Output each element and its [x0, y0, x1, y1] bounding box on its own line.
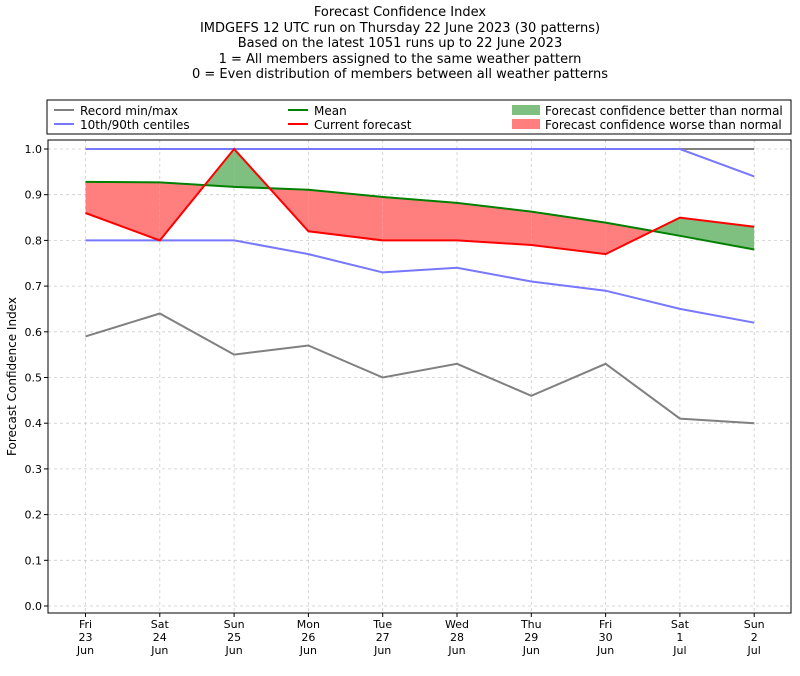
legend-swatch	[512, 119, 540, 129]
legend-label: Forecast confidence better than normal	[545, 104, 783, 118]
record-min-line	[85, 312, 755, 425]
chart-title: Forecast Confidence Index IMDGEFS 12 UTC…	[0, 5, 800, 83]
x-tick-label: 28	[450, 631, 464, 644]
y-axis-label: Forecast Confidence Index	[5, 297, 19, 456]
y-tick-label: 0.2	[25, 509, 43, 522]
worse-than-normal-fill	[605, 222, 653, 255]
x-tick-label: Jun	[150, 644, 168, 657]
x-tick-label: 30	[599, 631, 613, 644]
current-forecast-line	[85, 147, 755, 256]
legend-label: Record min/max	[80, 104, 178, 118]
worse-than-normal-fill	[531, 211, 606, 255]
y-tick-label: 0.8	[25, 234, 43, 247]
y-tick-label: 0.5	[25, 372, 43, 385]
y-tick-label: 0.3	[25, 463, 43, 476]
y-tick-label: 0.0	[25, 600, 43, 613]
x-tick-label: Jun	[373, 644, 391, 657]
better-than-normal-fill	[679, 217, 755, 250]
legend-box	[46, 99, 792, 135]
x-tick-label: Jun	[225, 644, 243, 657]
x-tick-label: 25	[227, 631, 241, 644]
worse-than-normal-fill	[308, 189, 383, 241]
y-tick-label: 0.1	[25, 554, 43, 567]
x-tick-label: 27	[376, 631, 390, 644]
plot-frame	[47, 139, 792, 614]
x-tick-label: Jun	[447, 644, 465, 657]
axes: 0.00.10.20.30.40.50.60.70.80.91.0Fri23Ju…	[5, 139, 792, 657]
legend-swatch	[512, 105, 540, 115]
title-line-1: Forecast Confidence Index	[313, 5, 487, 20]
x-tick-label: Thu	[520, 618, 542, 631]
legend-label: Mean	[314, 104, 347, 118]
x-tick-label: Sun	[224, 618, 245, 631]
x-tick-label: Fri	[599, 618, 612, 631]
x-tick-label: Fri	[79, 618, 92, 631]
y-tick-label: 0.6	[25, 326, 43, 339]
centile-10-line	[85, 239, 755, 324]
x-tick-label: 2	[751, 631, 758, 644]
x-tick-label: Sun	[744, 618, 765, 631]
x-tick-label: 24	[153, 631, 167, 644]
x-tick-label: 1	[676, 631, 683, 644]
mean-line	[85, 180, 755, 251]
x-tick-label: 29	[524, 631, 538, 644]
legend-label: 10th/90th centiles	[80, 118, 190, 132]
x-tick-label: Sat	[151, 618, 170, 631]
x-tick-label: Jun	[596, 644, 614, 657]
x-tick-label: Jun	[522, 644, 540, 657]
confidence-fills	[85, 149, 755, 255]
title-line-5: 0 = Even distribution of members between…	[191, 67, 609, 82]
title-line-4: 1 = All members assigned to the same wea…	[218, 51, 582, 67]
x-tick-label: Mon	[297, 618, 320, 631]
legend-label: Forecast confidence worse than normal	[545, 118, 782, 132]
series-lines	[85, 147, 755, 425]
legend-label: Current forecast	[314, 118, 412, 132]
worse-than-normal-fill	[85, 181, 160, 241]
y-tick-label: 1.0	[25, 143, 43, 156]
x-tick-label: Jun	[299, 644, 317, 657]
x-tick-label: Jul	[672, 644, 686, 657]
centile-90-line	[85, 148, 755, 178]
x-tick-label: Sat	[671, 618, 690, 631]
title-line-3: Based on the latest 1051 runs up to 22 J…	[237, 36, 563, 51]
x-tick-label: Jun	[76, 644, 94, 657]
y-tick-label: 0.9	[25, 189, 43, 202]
title-line-2: IMDGEFS 12 UTC run on Thursday 22 June 2…	[199, 20, 601, 36]
x-tick-label: 23	[79, 631, 93, 644]
x-tick-label: Tue	[372, 618, 392, 631]
worse-than-normal-fill	[382, 196, 457, 241]
y-tick-label: 0.4	[25, 417, 43, 430]
x-tick-label: Jul	[747, 644, 761, 657]
worse-than-normal-fill	[457, 202, 532, 245]
y-tick-label: 0.7	[25, 280, 43, 293]
x-tick-label: 26	[301, 631, 315, 644]
x-tick-label: Wed	[445, 618, 469, 631]
